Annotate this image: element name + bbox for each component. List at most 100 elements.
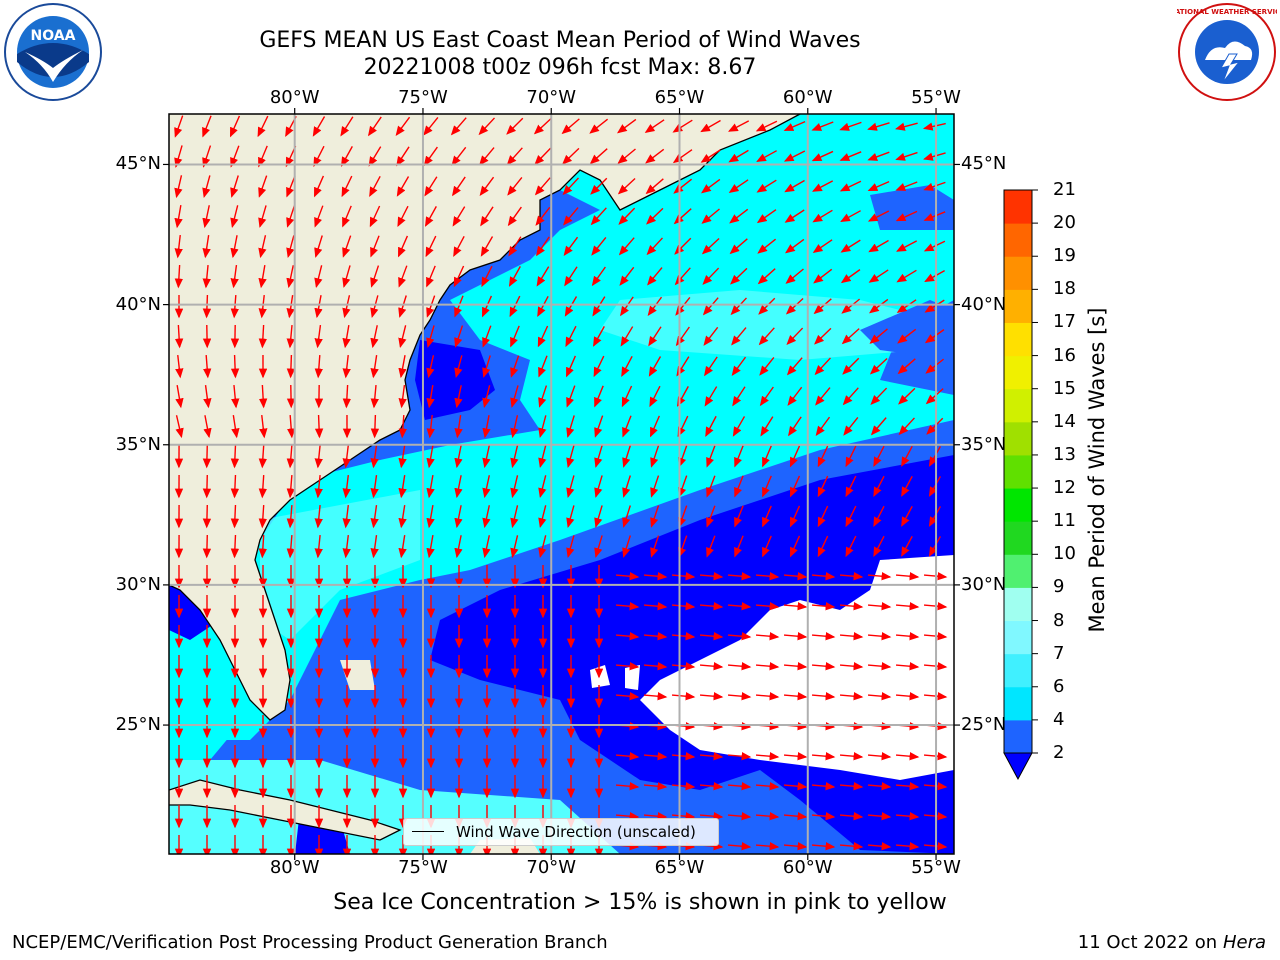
wave-direction-arrow	[590, 177, 608, 195]
wave-direction-arrow	[813, 268, 833, 284]
colorbar-extend-triangle	[1003, 752, 1033, 781]
wave-direction-arrow	[923, 572, 948, 581]
wave-direction-arrow	[755, 662, 780, 671]
wave-direction-arrow	[845, 475, 857, 498]
wave-direction-arrow	[784, 179, 805, 193]
wave-direction-arrow	[898, 417, 915, 436]
wave-direction-arrow	[593, 326, 605, 347]
wave-direction-arrow	[506, 147, 523, 166]
wave-direction-arrow	[370, 505, 379, 529]
wave-direction-arrow	[730, 297, 747, 316]
wave-direction-arrow	[398, 385, 407, 409]
wave-direction-arrow	[699, 602, 724, 611]
wave-direction-arrow	[789, 535, 801, 558]
wave-direction-arrow	[895, 181, 918, 191]
wave-direction-arrow	[839, 602, 864, 611]
wave-direction-arrow	[839, 632, 864, 641]
wave-direction-arrow	[482, 475, 491, 499]
wave-direction-arrow	[617, 118, 637, 134]
wave-direction-arrow	[839, 662, 864, 671]
wave-direction-arrow	[510, 445, 519, 469]
wave-direction-arrow	[867, 210, 890, 222]
wave-direction-arrow	[258, 324, 268, 349]
wave-direction-arrow	[369, 175, 381, 197]
wind-wave-direction-arrows	[174, 115, 948, 854]
wave-direction-arrow	[396, 146, 410, 167]
colorbar-tick-label: 9	[1053, 576, 1065, 598]
wave-direction-arrow	[370, 535, 379, 559]
wave-direction-arrow	[258, 145, 268, 168]
wave-direction-arrow	[675, 296, 691, 316]
wave-direction-arrow	[370, 414, 380, 439]
colorbar-label: Mean Period of Wind Waves [s]	[1085, 307, 1109, 633]
wave-direction-arrow	[454, 415, 463, 439]
wave-direction-arrow	[759, 356, 775, 376]
wave-direction-arrow	[230, 534, 240, 559]
x-tick-label: 60°W	[782, 87, 833, 108]
wave-direction-arrow	[671, 692, 696, 701]
wave-direction-arrow	[648, 356, 662, 377]
wave-direction-arrow	[729, 208, 749, 224]
wave-direction-arrow	[647, 267, 663, 286]
wave-direction-arrow	[533, 118, 552, 135]
wave-direction-arrow	[873, 535, 885, 558]
wave-direction-arrow	[202, 474, 212, 499]
wave-direction-arrow	[370, 355, 379, 379]
wave-direction-arrow	[867, 122, 890, 131]
wave-direction-arrow	[817, 445, 829, 468]
wave-direction-arrow	[925, 358, 945, 374]
wave-direction-arrow	[482, 445, 491, 469]
wave-direction-arrow	[867, 602, 892, 611]
wave-direction-arrow	[426, 295, 436, 318]
colorbar-tick-label: 4	[1053, 708, 1065, 730]
wave-direction-arrow	[901, 505, 913, 527]
nws-logo: NATIONAL WEATHER SERVICE	[1177, 3, 1277, 101]
wave-direction-arrow	[811, 602, 836, 611]
wave-direction-arrow	[174, 264, 184, 289]
wave-direction-arrow	[729, 238, 748, 255]
wave-direction-arrow	[230, 474, 240, 499]
wave-direction-arrow	[840, 239, 861, 253]
colorbar	[1003, 189, 1038, 781]
colorbar-tick-label: 14	[1053, 410, 1076, 432]
colorbar-tick-label: 7	[1053, 642, 1065, 664]
wave-direction-arrow	[704, 386, 718, 407]
x-tick-label: 80°W	[269, 87, 320, 108]
colorbar-segment	[1004, 653, 1032, 688]
wave-direction-arrow	[727, 752, 752, 761]
wave-direction-arrow	[869, 298, 889, 314]
colorbar-segment	[1004, 388, 1032, 423]
wave-direction-arrow	[842, 387, 859, 406]
wave-direction-arrow	[341, 175, 353, 198]
wave-direction-arrow	[618, 207, 636, 225]
wave-direction-arrow	[230, 354, 240, 379]
wave-direction-arrow	[926, 417, 944, 435]
wave-direction-arrow	[535, 206, 551, 226]
wave-direction-arrow	[731, 327, 747, 346]
wave-direction-arrow	[839, 812, 864, 821]
wave-direction-arrow	[817, 475, 829, 498]
x-tick-marks	[163, 108, 960, 860]
wave-direction-arrow	[594, 475, 603, 498]
wave-direction-arrow	[230, 444, 240, 469]
wave-direction-arrow	[705, 415, 717, 437]
wave-direction-arrow	[426, 325, 435, 348]
wave-direction-arrow	[783, 632, 808, 641]
y-tick-label: 25°N	[115, 714, 161, 736]
wave-direction-arrow	[923, 662, 948, 671]
colorbar-tick-label: 20	[1053, 212, 1076, 234]
wave-direction-arrow	[756, 209, 777, 224]
wave-direction-arrow	[924, 329, 945, 344]
wave-direction-arrow	[923, 842, 948, 851]
wave-direction-arrow	[622, 445, 631, 468]
wave-direction-arrow	[898, 387, 916, 405]
wave-direction-arrow	[646, 207, 664, 225]
wave-direction-arrow	[815, 387, 831, 406]
wave-direction-arrow	[811, 572, 836, 581]
wave-direction-arrow	[202, 504, 212, 529]
wave-direction-arrow	[453, 265, 465, 288]
wave-direction-arrow	[203, 385, 212, 409]
wave-direction-arrow	[923, 632, 948, 641]
wave-direction-arrow	[755, 782, 780, 791]
wave-direction-arrow	[757, 268, 776, 285]
